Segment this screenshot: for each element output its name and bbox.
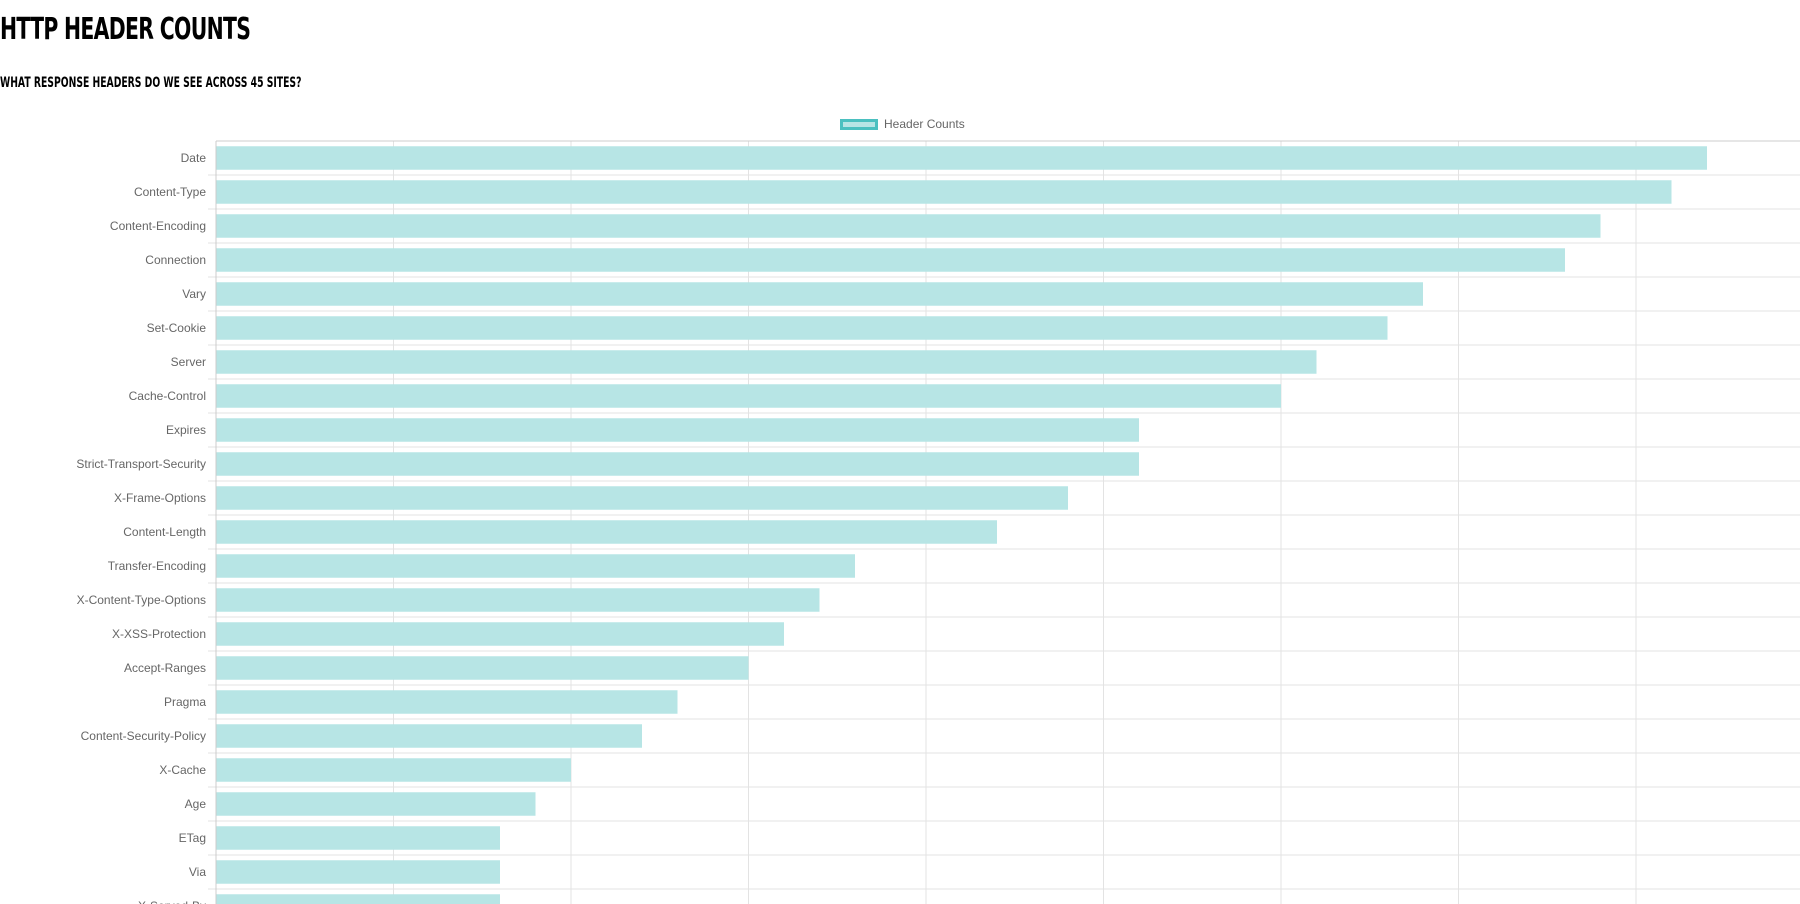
category-label: Content-Length — [123, 525, 206, 539]
bar-content-security-policy — [216, 724, 642, 748]
bar-cache-control — [216, 384, 1281, 408]
category-label: Cache-Control — [129, 389, 206, 403]
bar-expires — [216, 418, 1139, 442]
header-counts-chart: Header Counts Date Content-Type Content-En… — [0, 110, 1800, 904]
category-label: Expires — [166, 423, 206, 437]
bar-x-xss-protection — [216, 622, 784, 646]
bar-server — [216, 350, 1317, 374]
legend-label: Header Counts — [884, 117, 965, 131]
bar-x-served-by — [216, 894, 500, 904]
bar-set-cookie — [216, 316, 1388, 340]
category-label: Connection — [145, 253, 206, 267]
category-label: Date — [181, 151, 207, 165]
bar-x-cache — [216, 758, 571, 782]
category-label: Content-Encoding — [110, 219, 206, 233]
bar-x-frame-options — [216, 486, 1068, 510]
chart-canvas: Date Content-Type Content-Encoding Connecti… — [76, 140, 1800, 904]
bar-content-encoding — [216, 214, 1601, 238]
bar-content-length — [216, 520, 997, 544]
category-label: Accept-Ranges — [124, 661, 206, 675]
legend-swatch — [840, 118, 878, 130]
page-title: HTTP HEADER COUNTS — [0, 12, 251, 47]
category-label: Strict-Transport-Security — [76, 457, 206, 471]
bar-age — [216, 792, 536, 816]
bar-transfer-encoding — [216, 554, 855, 578]
bar-etag — [216, 826, 500, 850]
category-label: Content-Type — [134, 185, 206, 199]
bar-vary — [216, 282, 1423, 306]
category-label: Server — [171, 355, 206, 369]
category-label: Transfer-Encoding — [108, 559, 206, 573]
category-label: Pragma — [164, 695, 206, 709]
category-label: Via — [189, 865, 206, 879]
bar-content-type — [216, 180, 1672, 204]
category-label: Set-Cookie — [147, 321, 207, 335]
bar-x-content-type-options — [216, 588, 820, 612]
bar-pragma — [216, 690, 678, 714]
category-label: Content-Security-Policy — [81, 729, 206, 743]
category-label: Age — [185, 797, 207, 811]
bar-via — [216, 860, 500, 884]
category-label: X-Served-By — [138, 899, 206, 904]
bar-connection — [216, 248, 1565, 272]
category-label: X-Frame-Options — [114, 491, 206, 505]
category-label: ETag — [179, 831, 206, 845]
chart-legend[interactable]: Header Counts — [840, 117, 965, 131]
bar-strict-transport-security — [216, 452, 1139, 476]
category-label: Vary — [182, 287, 206, 301]
bar-accept-ranges — [216, 656, 749, 680]
bar-date — [216, 146, 1707, 170]
page-subtitle: WHAT RESPONSE HEADERS DO WE SEE ACROSS 4… — [0, 75, 302, 91]
category-label: X-Content-Type-Options — [77, 593, 206, 607]
category-label: X-Cache — [159, 763, 206, 777]
category-label: X-XSS-Protection — [112, 627, 206, 641]
